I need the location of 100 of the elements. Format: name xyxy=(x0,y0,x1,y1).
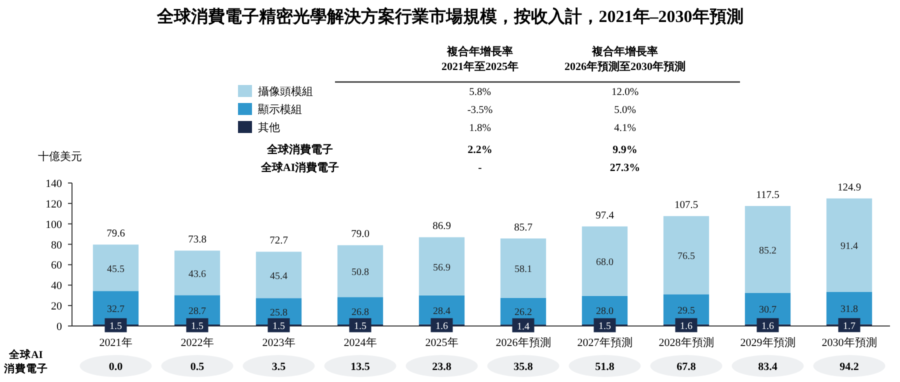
data-label: 91.4 xyxy=(840,241,858,252)
text: 2021年至2025年 xyxy=(442,60,518,73)
text: 全球消費電子 xyxy=(266,143,333,156)
data-label: 26.8 xyxy=(352,306,369,318)
bar xyxy=(92,244,139,292)
legend-label: 攝像頭模組 xyxy=(258,86,313,98)
text: 複合年增長率 xyxy=(591,45,658,58)
bar xyxy=(418,237,465,296)
text: -3.5% xyxy=(467,105,493,116)
data-label: 58.1 xyxy=(514,264,532,276)
total-label: 117.5 xyxy=(756,190,780,201)
text: 5.0% xyxy=(614,105,636,116)
y-tick-label: 120 xyxy=(46,198,62,210)
x-tick-label: 2030年預測 xyxy=(822,337,877,349)
y-tick-label: 60 xyxy=(51,260,62,272)
data-label: 28.0 xyxy=(596,306,614,318)
text: 83.4 xyxy=(758,361,778,373)
data-label: 50.8 xyxy=(352,267,369,278)
y-tick-label: 100 xyxy=(46,218,62,231)
data-label: 26.2 xyxy=(514,307,532,318)
data-label: 32.7 xyxy=(107,304,124,315)
data-label: 76.5 xyxy=(678,251,695,262)
total-label: 85.7 xyxy=(514,222,532,234)
bar xyxy=(826,198,872,292)
x-tick-label: 2026年預測 xyxy=(496,337,551,349)
data-label: 1.5 xyxy=(354,321,366,332)
total-label: 97.4 xyxy=(596,210,615,222)
y-tick-label: 20 xyxy=(51,300,62,313)
total-label: 107.5 xyxy=(674,200,698,212)
x-tick-label: 2024年 xyxy=(344,337,377,349)
text: 3.5 xyxy=(272,361,286,373)
total-label: 79.6 xyxy=(106,228,125,240)
data-label: 1.7 xyxy=(843,321,856,332)
x-tick-label: 2028年預測 xyxy=(658,337,714,349)
total-label: 73.8 xyxy=(188,234,206,246)
x-tick-label: 2023年 xyxy=(262,337,296,349)
data-label: 85.2 xyxy=(759,245,776,256)
data-label: 31.8 xyxy=(840,304,858,316)
bar xyxy=(337,245,384,298)
data-label: 56.9 xyxy=(433,262,450,274)
x-tick-label: 2021年 xyxy=(99,337,132,349)
data-label: 1.5 xyxy=(191,321,204,332)
total-label: 79.0 xyxy=(351,229,370,240)
y-tick-label: 40 xyxy=(51,280,62,292)
text: 5.8% xyxy=(469,87,492,98)
text: 23.8 xyxy=(432,361,452,373)
data-label: 28.4 xyxy=(433,306,450,317)
data-label: 1.6 xyxy=(436,321,448,332)
x-tick-label: 2022年 xyxy=(180,337,214,349)
bar xyxy=(174,250,220,296)
text: 94.2 xyxy=(840,361,860,373)
data-label: 28.7 xyxy=(188,306,206,317)
text: 2.2% xyxy=(468,144,492,156)
bar xyxy=(663,216,710,294)
text: 13.5 xyxy=(350,361,370,373)
total-label: 124.9 xyxy=(837,182,862,194)
text: 全球AI xyxy=(8,348,43,361)
data-label: 1.5 xyxy=(272,321,285,332)
total-label: 72.7 xyxy=(270,236,288,247)
text: 35.8 xyxy=(514,361,534,373)
text: 12.0% xyxy=(611,87,639,98)
y-tick-label: 0 xyxy=(56,321,62,333)
x-tick-label: 2025年 xyxy=(425,337,458,349)
text: 67.8 xyxy=(676,361,696,373)
data-label: 1.6 xyxy=(762,321,774,332)
bar xyxy=(744,206,791,294)
text: - xyxy=(478,162,482,174)
legend-label: 其他 xyxy=(258,121,280,134)
text: 消費電子 xyxy=(3,362,48,375)
data-label: 29.5 xyxy=(678,305,695,316)
data-label: 68.0 xyxy=(596,257,614,268)
data-label: 25.8 xyxy=(270,307,288,318)
text: 51.8 xyxy=(595,361,615,373)
text: 全球AI消費電子 xyxy=(260,161,340,174)
text: 0.0 xyxy=(108,361,124,373)
text: 2026年預測至2030年預測 xyxy=(564,60,686,73)
bar xyxy=(500,238,546,298)
x-tick-label: 2029年預測 xyxy=(740,337,796,349)
chart-title: 全球消費電子精密光學解決方案行業市場規模，按收入計，2021年–2030年預測 xyxy=(156,6,744,26)
data-label: 1.4 xyxy=(517,321,530,332)
bar xyxy=(582,226,628,296)
total-label: 86.9 xyxy=(432,221,451,232)
data-label: 45.5 xyxy=(107,264,124,275)
text: 1.8% xyxy=(469,123,492,134)
data-label: 45.4 xyxy=(270,270,288,282)
data-label: 1.5 xyxy=(110,321,122,332)
text: 0.5 xyxy=(190,361,205,373)
y-axis-title: 十億美元 xyxy=(38,150,82,163)
x-tick-label: 2027年預測 xyxy=(577,337,632,349)
legend-label: 顯示模組 xyxy=(258,103,302,116)
data-label: 1.6 xyxy=(680,321,692,332)
text: 9.9% xyxy=(612,144,638,156)
y-tick-label: 80 xyxy=(51,239,62,252)
data-label: 30.7 xyxy=(759,304,776,316)
text: 複合年增長率 xyxy=(446,45,513,58)
bar xyxy=(256,252,302,298)
text: 4.1% xyxy=(614,123,636,134)
text: 27.3% xyxy=(610,162,640,174)
data-label: 43.6 xyxy=(188,268,206,280)
y-tick-label: 140 xyxy=(46,178,62,190)
